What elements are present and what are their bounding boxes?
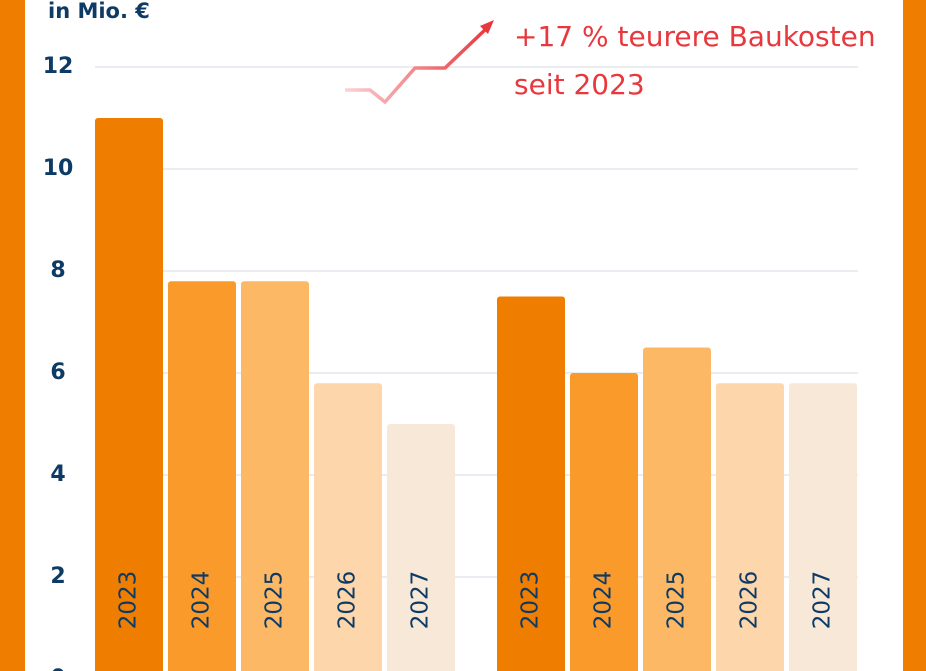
bar-label: 2025: [262, 571, 288, 630]
bar: [716, 383, 784, 671]
y-axis-label: in Mio. €: [48, 0, 150, 23]
bar: [789, 383, 857, 671]
bar: [570, 373, 638, 671]
bar-label: 2027: [408, 571, 434, 630]
frame-right: [903, 0, 926, 671]
bar-label: 2024: [591, 571, 617, 630]
y-tick-label: 6: [50, 360, 65, 385]
y-tick-label: 8: [50, 258, 65, 283]
trend-arrow: [345, 25, 490, 105]
bar: [643, 347, 711, 671]
bar-label: 2023: [518, 571, 544, 630]
bar: [497, 296, 565, 671]
bars: 2023 2024 2025 2026 2027 2023 2024 2025 2026 2027: [95, 118, 857, 671]
bar-label: 2026: [335, 571, 361, 630]
bar: [168, 281, 236, 671]
bar-label: 2025: [664, 571, 690, 630]
y-tick-label: 2: [50, 564, 65, 589]
y-tick-label: 4: [50, 462, 65, 487]
frame-left: [0, 0, 25, 671]
bar: [314, 383, 382, 671]
arrow-head: [480, 20, 494, 34]
annotation: seit 2023: [514, 68, 645, 101]
y-tick-label: 0: [50, 666, 65, 671]
bar: [387, 424, 455, 671]
y-tick-label: 12: [43, 54, 74, 79]
y-tick-label: 10: [43, 156, 74, 181]
bar: [95, 118, 163, 671]
bar-label: 2027: [810, 571, 836, 630]
bar-label: 2026: [737, 571, 763, 630]
bar-label: 2024: [189, 571, 215, 630]
bar-label: 2023: [116, 571, 142, 630]
annotation: +17 % teurere Baukosten: [514, 20, 876, 53]
bar: [241, 281, 309, 671]
